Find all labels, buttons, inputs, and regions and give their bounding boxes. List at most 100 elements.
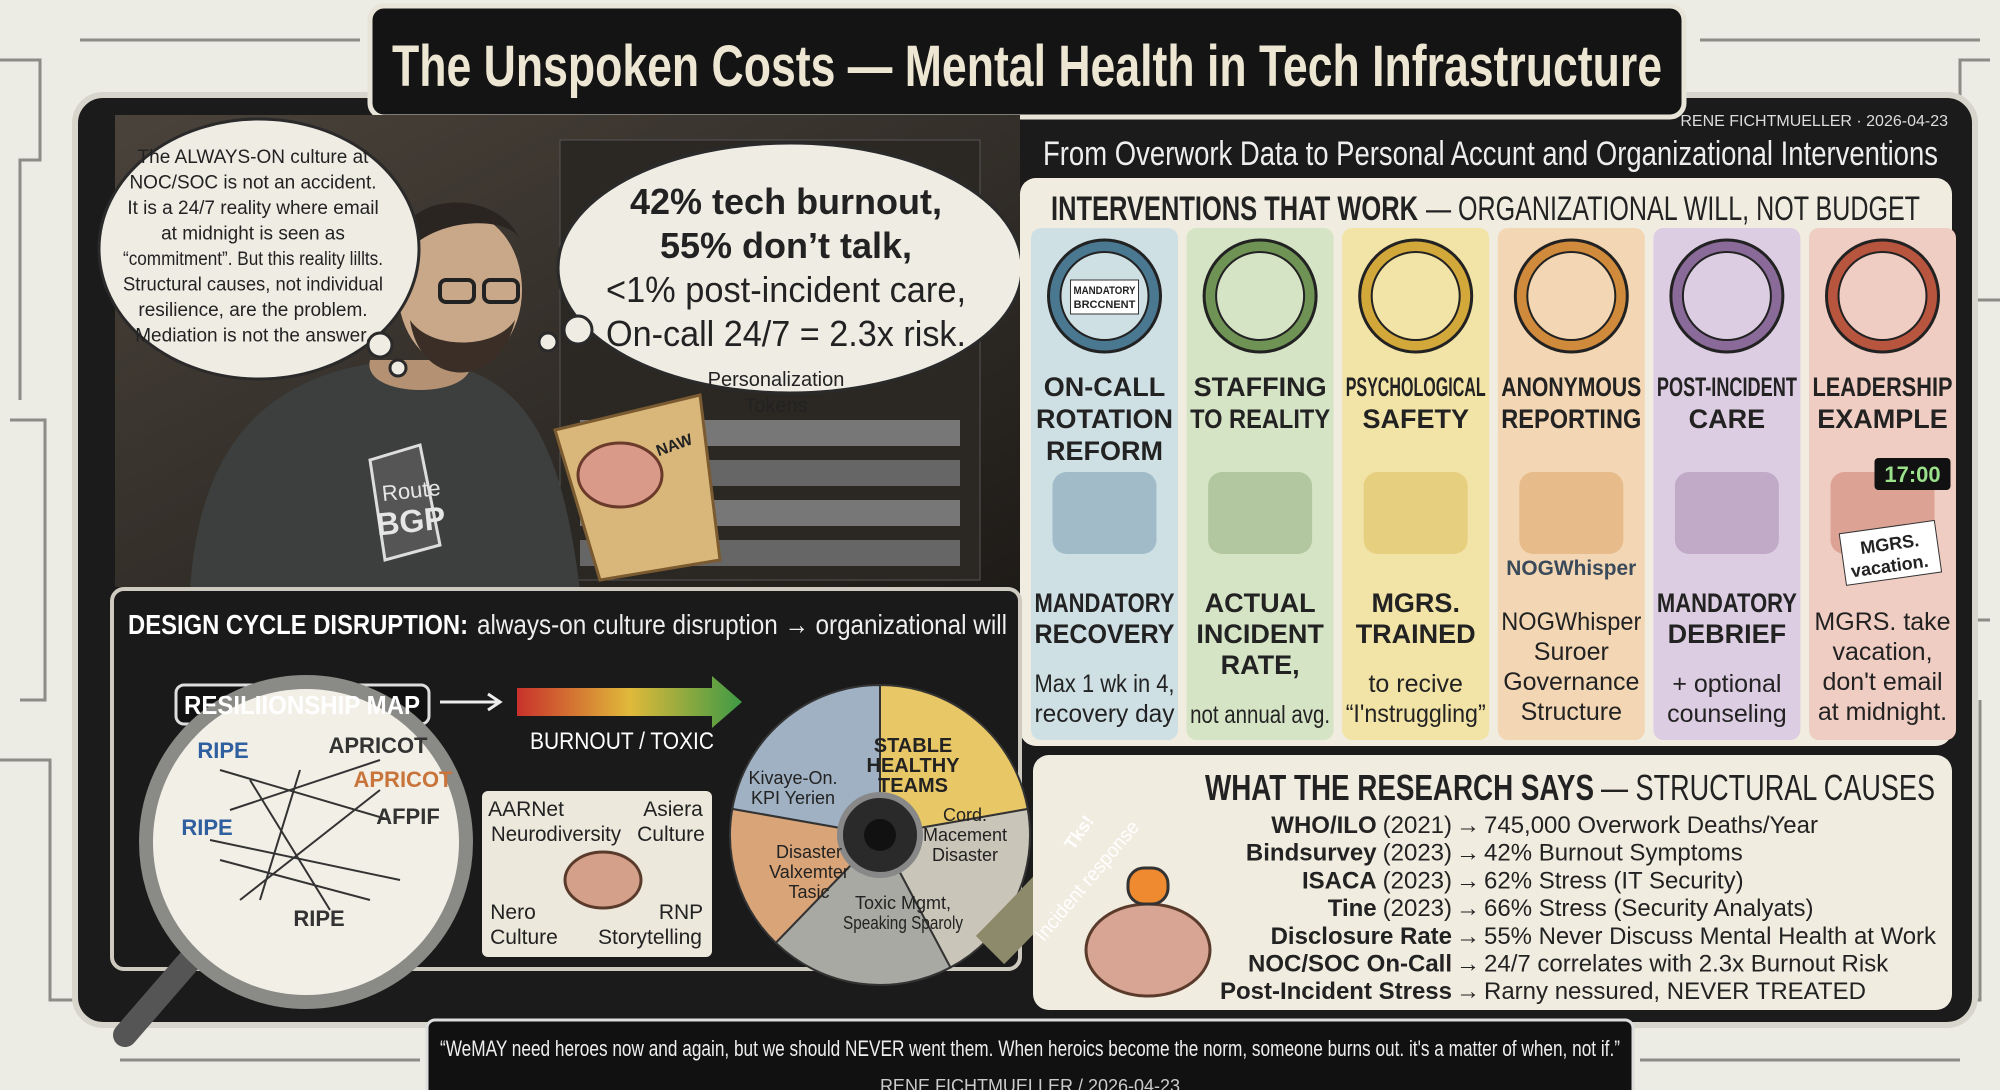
column-title: PSYCHOLOGICAL [1346, 372, 1486, 402]
column-title: ROTATION [1036, 404, 1173, 434]
column-emphasis: MANDATORY [1035, 588, 1175, 618]
arrow [440, 692, 503, 712]
column-emphasis: MANDATORY [1657, 588, 1797, 618]
illustration [1674, 472, 1779, 554]
column-detail: MGRS. take [1814, 608, 1950, 636]
gear-label: KPI Yerien [751, 788, 835, 808]
thought-stat: <1% post-incident care, [606, 269, 966, 310]
shirt-label: Route [381, 475, 442, 506]
column-detail: counseling [1667, 700, 1787, 728]
gear-label: Speaking Sparoly [843, 913, 963, 933]
research-source: WHO/ILO (2021) [1271, 812, 1452, 839]
panel-subtitle: always-on culture disruption → organizat… [477, 609, 1007, 640]
source-name: NOC/SOC On-Call [1248, 951, 1452, 978]
icon-core [1837, 251, 1928, 341]
gear-label: Valxemter [769, 862, 849, 882]
icon-core [1215, 251, 1306, 341]
thought-stat: On-call 24/7 = 2.3x risk. [606, 313, 966, 354]
gear [729, 683, 1031, 986]
source-name: WHO/ILO [1271, 812, 1376, 839]
column-title: SAFETY [1362, 404, 1469, 434]
quote: “WeMAY need heroes now and again, but we… [440, 1036, 1620, 1061]
vacation-sign [1838, 519, 1943, 586]
panel-subtitle: — ORGANIZATIONAL WILL, NOT BUDGET [1426, 190, 1920, 228]
thought-text: Mediation is not the answer. [135, 326, 371, 347]
research-source: Tine (2023) [1328, 895, 1452, 922]
intervention-column [1186, 228, 1334, 740]
source-name: Post-Incident Stress [1220, 978, 1452, 1005]
column-title: LEADERSHIP [1813, 372, 1953, 402]
gear-label: STABLE [874, 735, 953, 757]
thought-text: resilience, are the problem. [138, 300, 367, 321]
thought-text: It is a 24/7 reality where email [127, 198, 378, 219]
source-year: (2023) [1383, 840, 1452, 867]
gear-label: TEAMS [878, 775, 948, 797]
subtitle: From Overwork Data to Personal Accunt an… [1043, 135, 1938, 173]
gear-label: Toxic Mgmt, [855, 893, 951, 913]
source-name: ISACA [1302, 867, 1377, 894]
intervention-column [1031, 228, 1178, 740]
research-arrow: → [1456, 923, 1480, 950]
column-detail: Suroer [1534, 638, 1609, 666]
research-panel [1033, 755, 1952, 1010]
research-arrow: → [1456, 867, 1480, 894]
research-finding: 66% Stress (Security Analyats) [1484, 895, 1813, 922]
column-detail: at midnight. [1818, 698, 1947, 726]
shirt-label: BGP [374, 500, 447, 543]
column-detail: to recive [1368, 670, 1462, 698]
gear-label: Kivaye-On. [748, 768, 837, 788]
gear-segment [774, 833, 952, 986]
source-name: Bindsurvey [1246, 840, 1377, 867]
research-finding: Rarny nessured, NEVER TREATED [1484, 978, 1866, 1005]
icon-core [1370, 251, 1461, 341]
column-title: REFORM [1046, 436, 1163, 466]
thought-stat: 55% don’t talk, [660, 225, 912, 266]
culture-label: Asiera [643, 798, 703, 821]
icon-label: NOGWhisper [1506, 557, 1636, 580]
quote-byline: RENE FICHTMUELLER / 2026-04-23 [880, 1076, 1180, 1090]
map-label: APRICOT [329, 733, 429, 758]
gear-label: Macement [923, 825, 1007, 845]
illustration [1363, 472, 1468, 554]
research-finding: 62% Stress (IT Security) [1484, 867, 1744, 894]
research-finding: 55% Never Discuss Mental Health at Work [1484, 923, 1937, 950]
research-finding: 745,000 Overwork Deaths/Year [1484, 812, 1818, 839]
source-name: Tine [1328, 895, 1377, 922]
culture-label: Culture [490, 926, 558, 949]
map-title: RESILIIONSHIP MAP [184, 690, 420, 720]
clock-display [1874, 458, 1951, 490]
column-detail: vacation, [1832, 638, 1932, 666]
research-source: NOC/SOC On-Call [1248, 951, 1452, 978]
column-detail: don't email [1822, 668, 1942, 696]
brain-icon [563, 850, 643, 910]
map-label: RIPE [293, 906, 344, 931]
gear-segment [879, 683, 1029, 837]
research-arrow: → [1456, 840, 1480, 867]
source-year: (2023) [1383, 895, 1452, 922]
tokens-label: Tokens [744, 395, 807, 417]
research-finding: 24/7 correlates with 2.3x Burnout Risk [1484, 951, 1889, 978]
research-arrow: → [1456, 978, 1480, 1005]
source-year: (2023) [1383, 867, 1452, 894]
icon-label: 17:00 [1884, 462, 1940, 487]
illustration [1208, 472, 1313, 554]
intervention-column [1653, 228, 1801, 740]
column-title: ANONYMOUS [1501, 372, 1641, 402]
burnout-arrow [517, 676, 742, 728]
title: The Unspoken Costs — Mental Health in Te… [392, 34, 1662, 99]
illustration [1519, 472, 1624, 554]
research-arrow: → [1456, 951, 1480, 978]
column-title: POST-INCIDENT [1657, 372, 1797, 402]
panel-title: DESIGN CYCLE DISRUPTION: [128, 609, 468, 640]
thought-text: NOC/SOC is not an accident. [129, 173, 376, 194]
column-title: ON-CALL [1044, 372, 1165, 402]
gear-label: Disaster [932, 845, 998, 865]
tokens-label: Personalization [708, 369, 845, 391]
panel-title: INTERVENTIONS THAT WORK [1051, 190, 1418, 228]
column-title: CARE [1689, 404, 1766, 434]
byline: RENE FICHTMUELLER · 2026-04-23 [1680, 113, 1948, 130]
map-label: APRICOT [354, 767, 454, 792]
panel-subtitle: — STRUCTURAL CAUSES [1601, 767, 1935, 808]
research-arrow: → [1456, 812, 1480, 839]
